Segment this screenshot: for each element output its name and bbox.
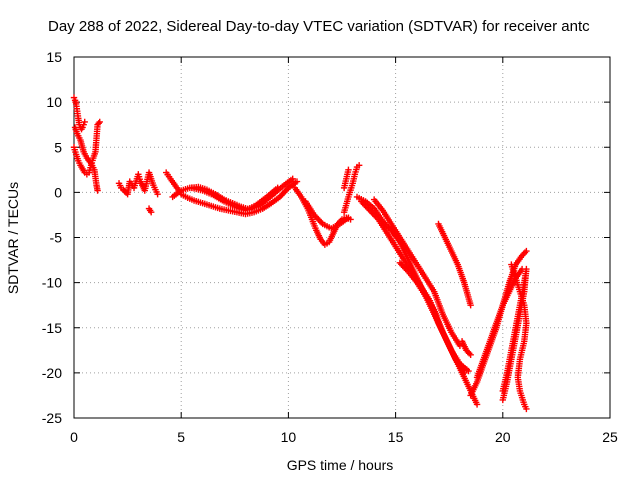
series-early-mid: [70, 118, 103, 178]
series-spike-13: [340, 162, 363, 216]
series-early-high: [70, 94, 88, 133]
data-point: [355, 162, 363, 169]
data-point: [499, 396, 506, 404]
data-point: [96, 118, 103, 126]
x-axis-label: GPS time / hours: [287, 457, 394, 473]
x-tick-label: 10: [281, 429, 297, 445]
x-tick-label: 5: [177, 429, 185, 445]
x-tick-label: 25: [602, 429, 618, 445]
data-point: [154, 190, 161, 198]
data-point: [289, 175, 296, 183]
x-tick-label: 20: [495, 429, 511, 445]
series-dip-3.5: [145, 205, 155, 216]
y-tick-label: -10: [42, 275, 62, 291]
data-point: [293, 178, 301, 185]
data-point: [523, 405, 530, 413]
data-point: [523, 247, 530, 255]
series-early-low: [71, 124, 101, 194]
y-tick-label: -20: [42, 365, 62, 381]
series-lower-branch: [396, 259, 472, 375]
y-tick-label: -15: [42, 320, 62, 336]
data-point: [465, 367, 472, 375]
y-axis-label: SDTVAR / TECUs: [5, 182, 21, 294]
grid-lines: [74, 57, 610, 418]
y-tick-label: 0: [54, 184, 62, 200]
data-points: [70, 94, 530, 413]
data-point: [467, 351, 474, 359]
y-tick-label: 10: [46, 94, 62, 110]
series-isolated-line: [435, 220, 474, 309]
y-tick-label: 15: [46, 49, 62, 65]
data-point: [467, 301, 474, 309]
chart-title: Day 288 of 2022, Sidereal Day-to-day VTE…: [48, 18, 590, 35]
series-dip-12b: [302, 198, 352, 232]
series-long-a: [353, 193, 481, 408]
axis-ticks: 0 5 10 15 20 25 15 10 5 0 -5 -10 -15 -20 -25: [42, 49, 618, 445]
y-tick-label: 5: [54, 139, 62, 155]
series-long-c: [370, 196, 464, 349]
y-tick-label: -25: [42, 410, 62, 426]
x-tick-label: 15: [388, 429, 404, 445]
data-point: [345, 214, 352, 221]
data-point: [473, 401, 481, 408]
series-spike-13b: [340, 166, 352, 192]
x-tick-label: 0: [70, 429, 78, 445]
data-point: [345, 166, 352, 174]
data-point: [461, 369, 468, 377]
data-point: [95, 120, 102, 127]
data-point: [274, 184, 281, 192]
y-tick-label: -5: [50, 230, 63, 246]
series-dip-18.3: [458, 338, 474, 359]
series-small-clusters: [115, 169, 161, 198]
data-point: [81, 118, 88, 126]
series-arc-c: [188, 184, 281, 214]
series-right-zig: [499, 265, 530, 404]
series-arc-a: [162, 169, 301, 218]
data-point: [147, 209, 155, 216]
series-dip-12: [291, 184, 354, 248]
data-point: [94, 187, 101, 194]
series-right-zig2: [508, 261, 530, 413]
